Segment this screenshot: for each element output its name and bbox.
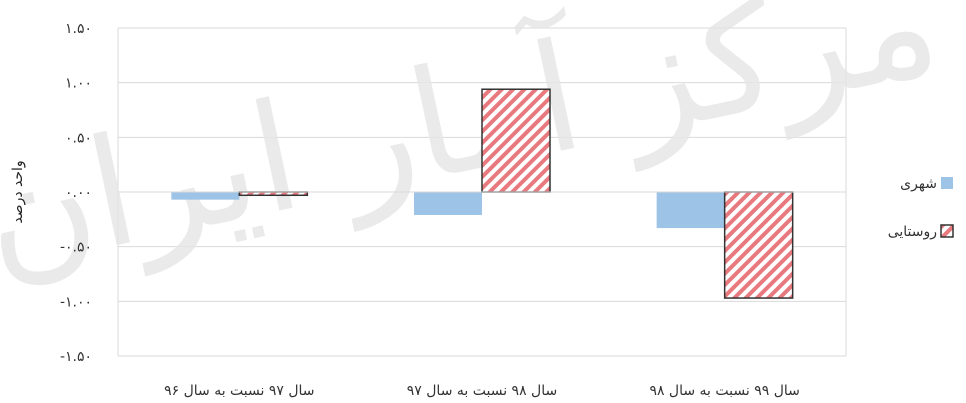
y-tick-label: ۰.۰۰ [65, 185, 92, 201]
bar-urban [414, 192, 482, 215]
legend-marker-urban [941, 177, 953, 189]
y-tick-label: -۰.۵۰ [60, 240, 92, 256]
y-tick-label: ۰.۵۰ [65, 130, 92, 146]
bar-urban [171, 192, 240, 200]
y-axis-label: واحد درصد [10, 160, 26, 223]
category-label: سال ۹۷ نسبت به سال ۹۶ [164, 383, 314, 399]
legend-label-rural: روستایی [888, 224, 937, 240]
category-label: سال ۹۸ نسبت به سال ۹۷ [407, 383, 557, 399]
bar-rural [481, 88, 551, 193]
y-tick-label: ۱.۵۰ [65, 21, 92, 37]
y-tick-label: ۱.۰۰ [65, 76, 92, 92]
category-label: سال ۹۹ نسبت به سال ۹۸ [649, 383, 799, 399]
y-tick-label: -۱.۰۰ [60, 294, 92, 310]
bar-rural [723, 191, 794, 299]
y-tick-label: -۱.۵۰ [60, 349, 92, 365]
bar-urban [656, 192, 725, 229]
legend-label-urban: شهری [900, 176, 937, 192]
legend-marker-rural [940, 224, 954, 238]
